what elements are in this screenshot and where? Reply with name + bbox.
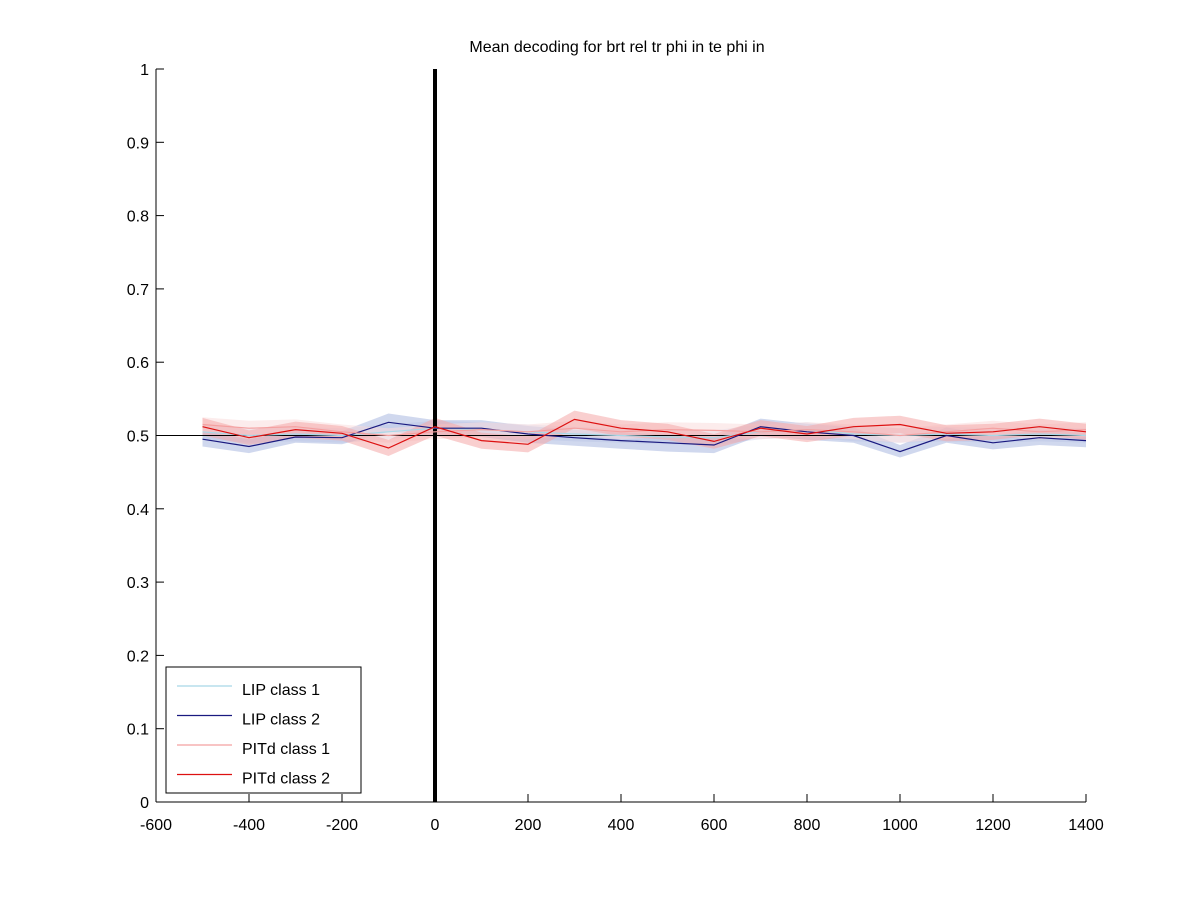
legend-label: PITd class 2 <box>242 771 330 788</box>
y-tick-label: 0.5 <box>127 429 149 446</box>
y-tick-label: 0.9 <box>127 135 149 152</box>
series-lines <box>202 418 1087 453</box>
y-tick-label: 0.3 <box>127 575 149 592</box>
legend-label: PITd class 1 <box>242 741 330 758</box>
x-tick-label: -600 <box>140 817 172 834</box>
y-tick-label: 0.7 <box>127 282 149 299</box>
line-series-4 <box>202 418 1087 449</box>
x-tick-label: -200 <box>326 817 358 834</box>
x-tick-label: -400 <box>233 817 265 834</box>
y-tick-label: 1 <box>140 62 149 79</box>
y-tick-label: 0.1 <box>127 722 149 739</box>
legend-label: LIP class 2 <box>242 712 320 729</box>
y-tick-label: 0.8 <box>127 209 149 226</box>
y-tick-label: 0.2 <box>127 648 149 665</box>
legend: LIP class 1 LIP class 2 PITd class 1 PITd c… <box>165 666 362 794</box>
y-tick-label: 0 <box>140 795 149 812</box>
x-tick-label: 1200 <box>975 817 1011 834</box>
y-tick-label: 0.6 <box>127 355 149 372</box>
x-tick-label: 400 <box>608 817 635 834</box>
x-tick-label: 1000 <box>882 817 918 834</box>
x-tick-label: 0 <box>431 817 440 834</box>
band-series-4 <box>202 410 1086 456</box>
axes: 0 0.1 0.2 0.3 0.4 0.5 0.6 0.7 0.8 0.9 1 -600 -400 -20… <box>127 62 1104 834</box>
x-tick-label: 200 <box>515 817 542 834</box>
x-tick-label: 1400 <box>1068 817 1104 834</box>
legend-box <box>165 666 362 794</box>
x-tick-label: 800 <box>794 817 821 834</box>
y-tick-label: 0.4 <box>127 502 149 519</box>
x-tick-label: 600 <box>701 817 728 834</box>
chart-title: Mean decoding for brt rel tr phi in te p… <box>469 39 764 56</box>
legend-label: LIP class 1 <box>242 682 320 699</box>
